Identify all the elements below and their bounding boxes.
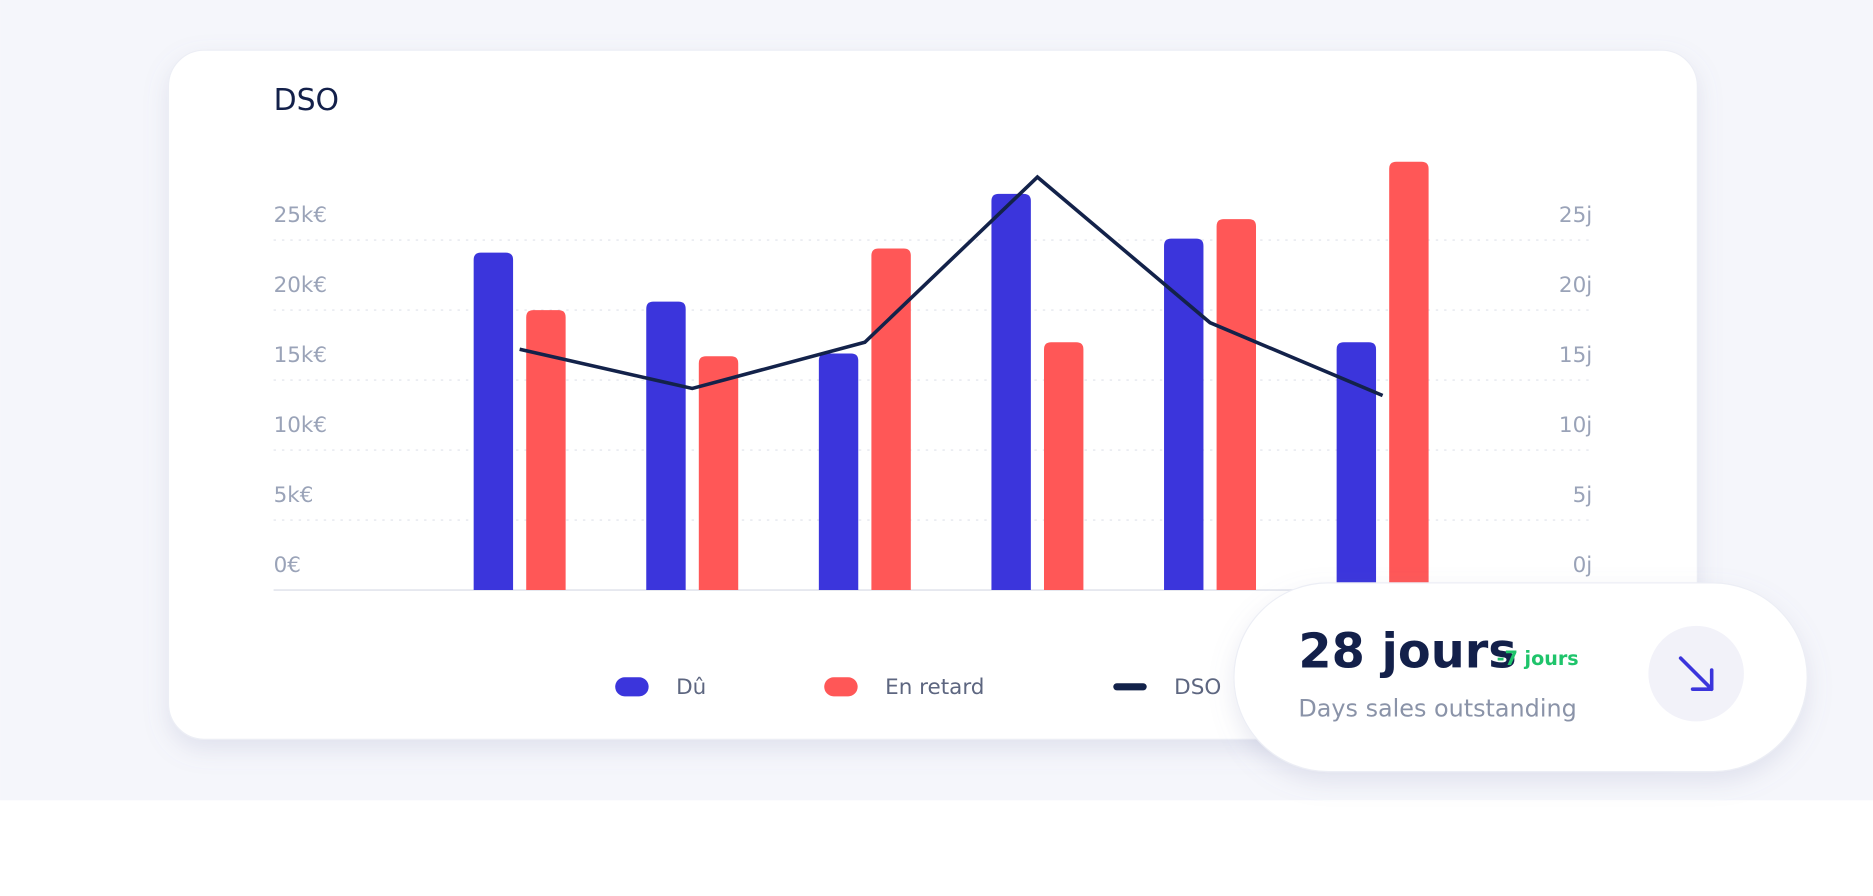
kpi-label: Days sales outstanding (1298, 694, 1576, 722)
legend-label: DSO (1174, 675, 1221, 700)
y2-tick-label: 15j (1559, 343, 1592, 368)
kpi-delta: -7 jours (1497, 647, 1579, 670)
bar (1216, 219, 1257, 591)
y2-tick-label: 0j (1573, 553, 1593, 578)
bar (1336, 342, 1377, 591)
bar (473, 252, 514, 591)
chart-title: DSO (274, 83, 339, 118)
kpi-value: 28 jours (1298, 625, 1516, 680)
y-tick-label: 15k€ (274, 343, 327, 368)
y-tick-label: 5k€ (274, 483, 314, 508)
plot: 0€ 5k€ 10k€ 15k€ 20k€ 25k€ 0j 5j 10j 15j 20j 25j Dû E… (274, 161, 1593, 700)
bar (818, 353, 859, 591)
legend-swatch (824, 677, 858, 697)
y-tick-label: 0€ (274, 553, 301, 578)
y2-tick-label: 5j (1573, 483, 1593, 508)
line (519, 174, 1384, 398)
y-tick-label: 20k€ (274, 273, 327, 298)
bar (1043, 342, 1084, 591)
bar (1389, 161, 1429, 591)
y-tick-label: 10k€ (274, 413, 327, 438)
bar (871, 248, 911, 591)
bar (991, 193, 1031, 591)
bar (698, 356, 739, 591)
y2-tick-label: 10j (1559, 413, 1592, 438)
bar (646, 301, 686, 591)
y2-tick-label: 20j (1559, 273, 1592, 298)
bar (526, 310, 566, 591)
trend-icon (1678, 656, 1714, 691)
y2-tick-label: 25j (1559, 203, 1592, 228)
legend-swatch (615, 677, 649, 697)
bar (1164, 238, 1204, 591)
legend-swatch (1113, 683, 1147, 691)
legend-label: Dû (676, 675, 706, 700)
kpi-card (1233, 582, 1808, 773)
legend-label: En retard (885, 675, 984, 700)
y-tick-label: 25k€ (274, 203, 327, 228)
